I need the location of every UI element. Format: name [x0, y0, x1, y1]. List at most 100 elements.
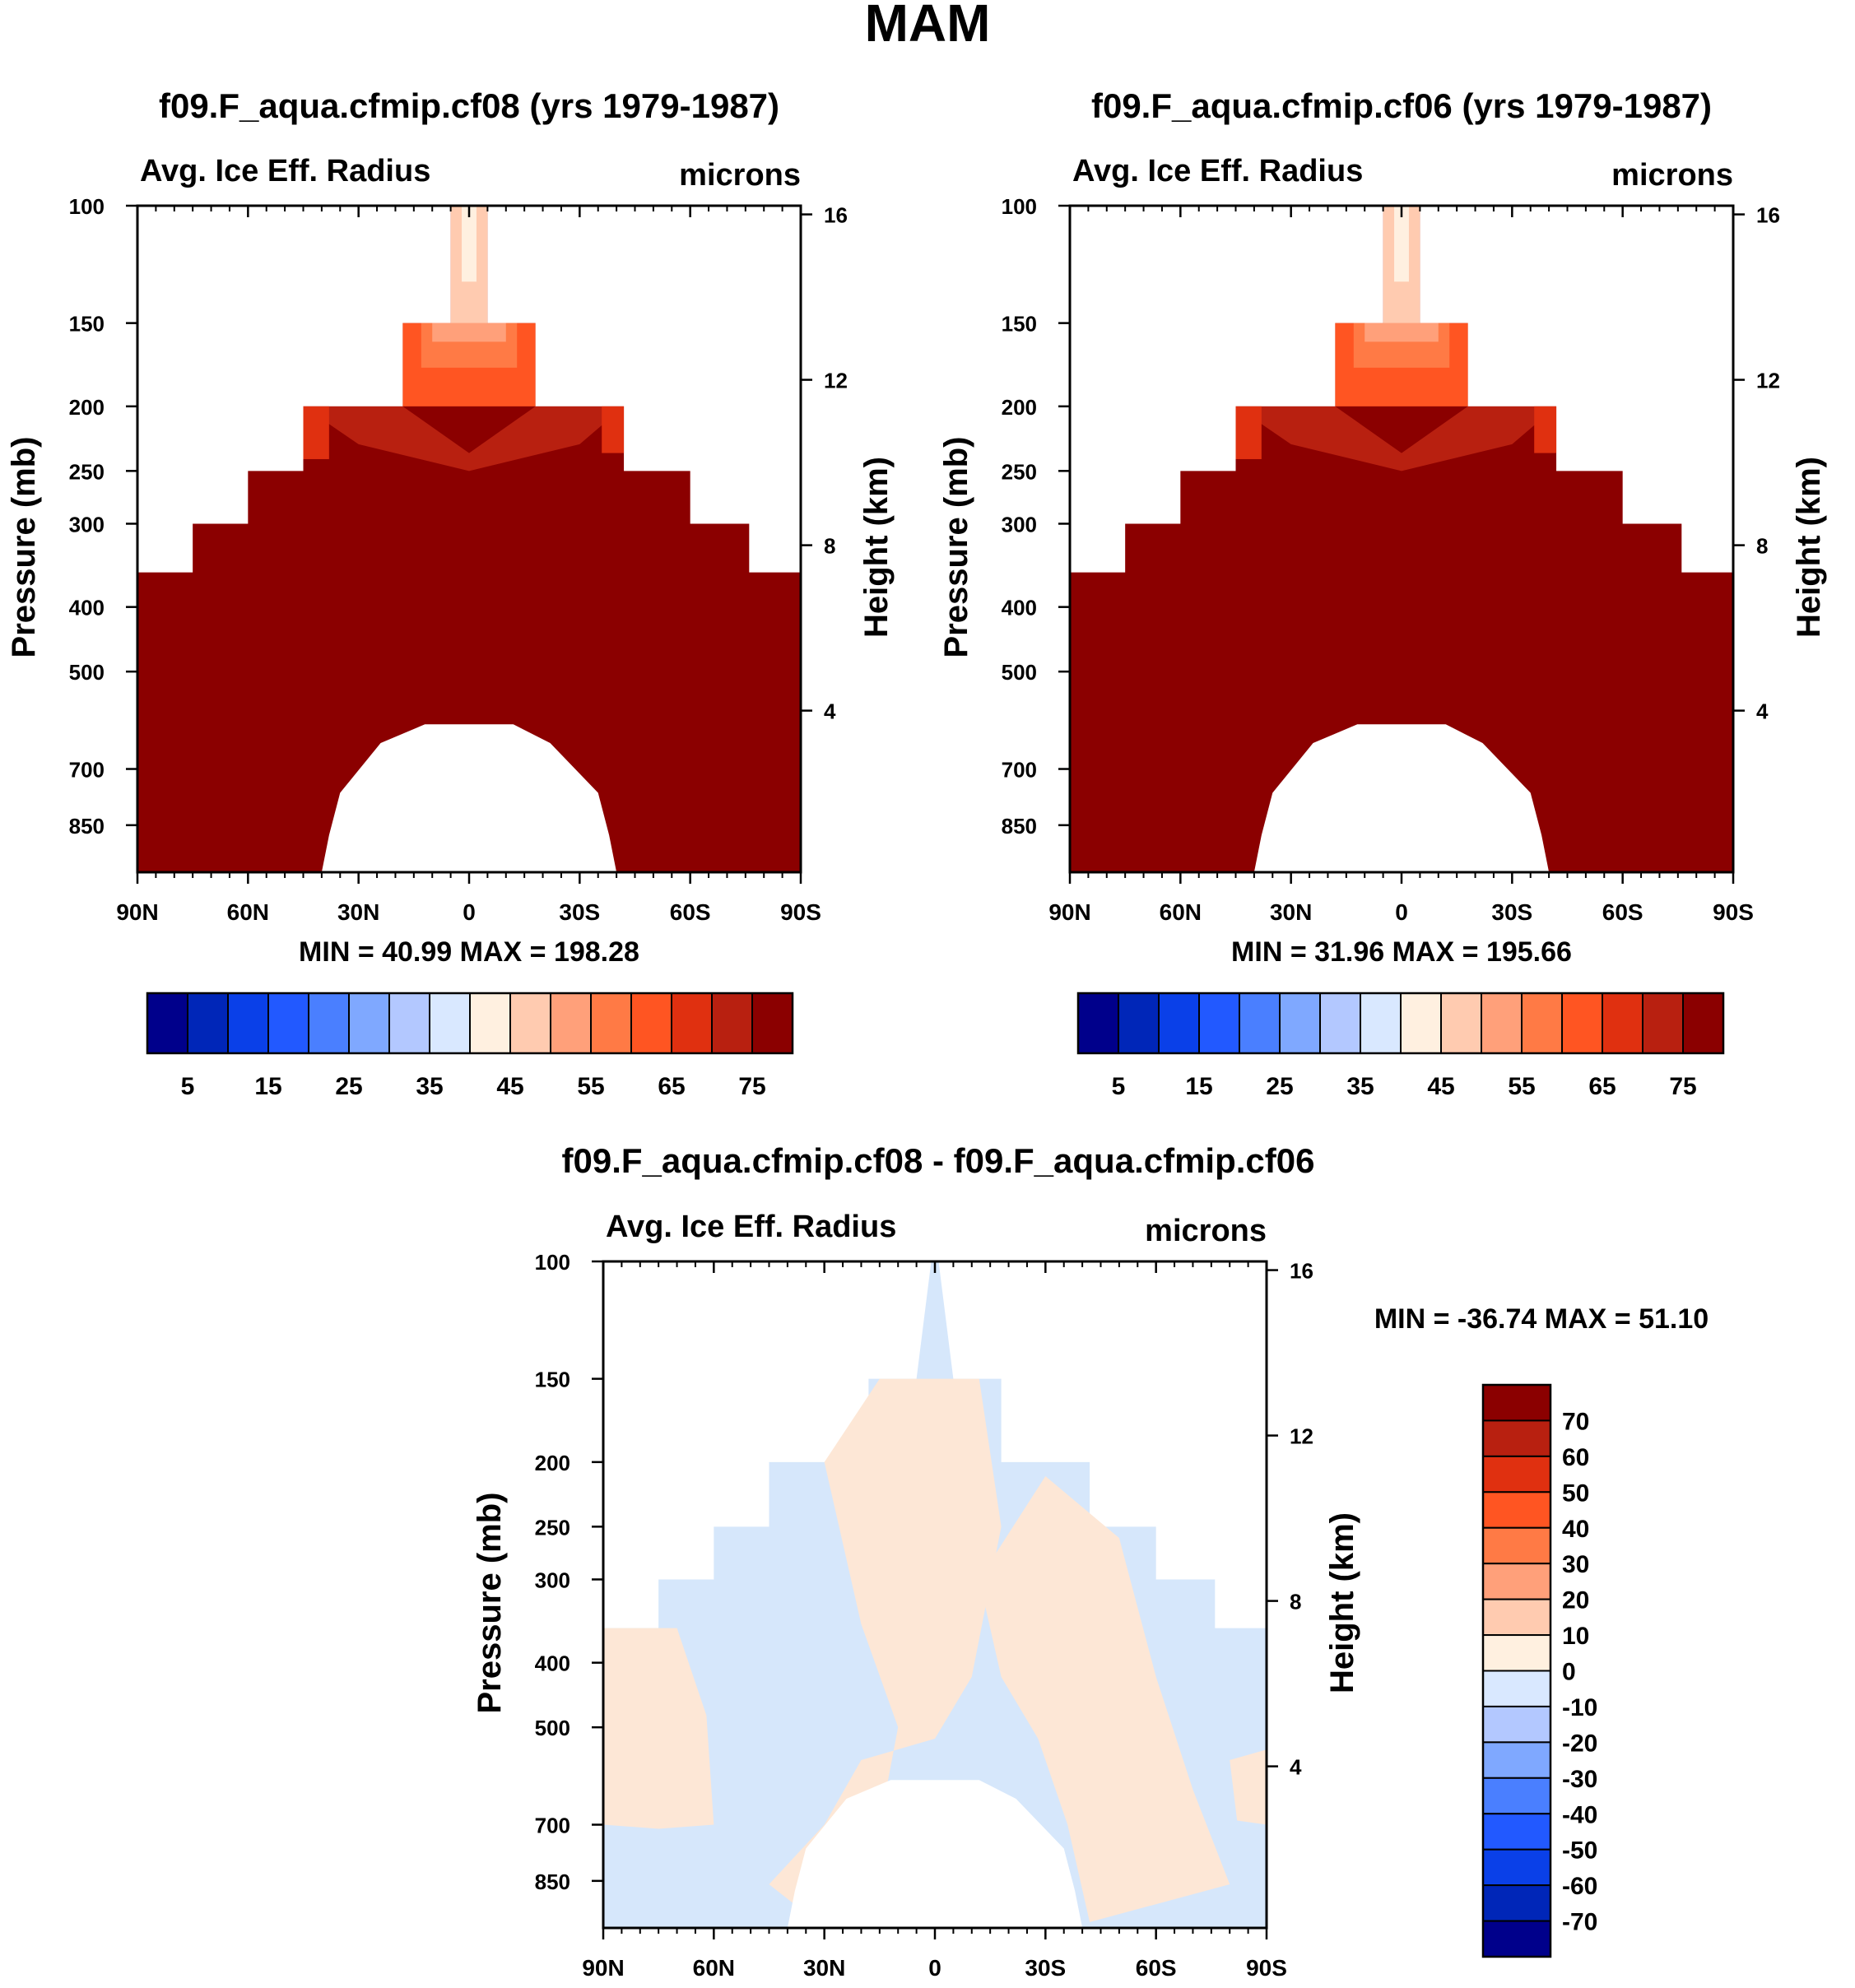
colorbar-tick-label: -60 [1562, 1873, 1597, 1900]
colorbar-tick-label: 55 [577, 1073, 604, 1100]
stats-text: MIN = 40.99 MAX = 198.28 [299, 936, 639, 968]
y-tick-label: 500 [1002, 660, 1037, 685]
colorbar-cell [1482, 1384, 1551, 1422]
x-tick-label: 30S [1025, 1955, 1066, 1981]
field-band [303, 406, 329, 459]
field-positive-region [979, 1475, 1230, 1922]
field-dark-region [137, 206, 801, 872]
y-tick-label: 400 [1002, 596, 1037, 620]
panel-cf06: 90N 60N 30N 0 30S 60S 90S 100 150 200 250 300 400 500… [938, 86, 1827, 1100]
x-tick-label: 90S [1713, 899, 1754, 925]
y2-axis-label: Height (km) [1791, 457, 1827, 638]
colorbar-tick-label: -40 [1562, 1801, 1597, 1828]
field-positive-region [1230, 1749, 1267, 1825]
panel-subtitle-right: microns [1611, 158, 1733, 193]
colorbar-cell [1279, 992, 1321, 1054]
colorbar-cell [1482, 1848, 1551, 1887]
colorbar-tick-label: 30 [1562, 1551, 1589, 1578]
colorbar-cell [1482, 1705, 1551, 1744]
x-tick-label: 0 [1395, 899, 1408, 925]
panel-title: f09.F_aqua.cfmip.cf08 - f09.F_aqua.cfmip… [562, 1141, 1315, 1180]
colorbar-cell [1482, 1884, 1551, 1922]
colorbar-cell [1360, 992, 1402, 1054]
stats-text: MIN = 31.96 MAX = 195.66 [1231, 936, 1572, 968]
y2-tick-label: 8 [1290, 1590, 1301, 1614]
colorbar-cell [348, 992, 390, 1054]
figure-title: MAM [865, 0, 991, 53]
y2-tick-label: 16 [824, 203, 848, 228]
colorbar-cell [1077, 992, 1119, 1054]
colorbar-tick-label: 15 [254, 1073, 281, 1100]
colorbar-cell [1482, 1920, 1551, 1958]
field-band [1365, 323, 1439, 342]
y2-tick-label: 4 [1756, 699, 1769, 724]
x-tick-label: 60N [693, 1955, 735, 1981]
colorbar-cell [1561, 992, 1603, 1054]
field-band [1235, 406, 1262, 459]
colorbar-tick-label: 35 [1346, 1073, 1374, 1100]
colorbar-cell [1482, 1634, 1551, 1672]
x-tick-label: 30S [1491, 899, 1532, 925]
y-tick-label: 300 [535, 1568, 570, 1592]
colorbar-cell [1482, 1455, 1551, 1493]
panel-subtitle-left: Avg. Ice Eff. Radius [606, 1210, 896, 1244]
x-tick-label: 60S [670, 899, 711, 925]
field-band [303, 406, 625, 471]
panel-subtitle-left: Avg. Ice Eff. Radius [1072, 154, 1363, 188]
y-tick-label: 850 [69, 814, 105, 838]
field-surface-gap [321, 724, 617, 872]
y-tick-label: 700 [1002, 758, 1037, 783]
y-tick-label: 150 [69, 312, 105, 337]
colorbar-cell [267, 992, 309, 1054]
y-tick-label: 100 [1002, 194, 1037, 219]
y2-axis-label: Height (km) [1324, 1512, 1360, 1693]
colorbar-cell [1118, 992, 1160, 1054]
y-tick-label: 500 [69, 660, 105, 685]
colorbar-cell [1158, 992, 1200, 1054]
colorbar-cell [469, 992, 511, 1054]
colorbar-cell [1482, 1563, 1551, 1600]
y-axis-label: Pressure (mb) [6, 437, 42, 658]
colorbar-cell [509, 992, 551, 1054]
x-tick-label: 0 [463, 899, 476, 925]
x-tick-label: 90N [582, 1955, 624, 1981]
colorbar-cell [388, 992, 430, 1054]
colorbar-cell [429, 992, 471, 1054]
colorbar-tick-label: 25 [335, 1073, 362, 1100]
colorbar-cell [1482, 1670, 1551, 1707]
colorbar-cell [1521, 992, 1563, 1054]
x-tick-label: 60N [1160, 899, 1202, 925]
y2-tick-label: 12 [824, 369, 848, 393]
y-tick-label: 300 [1002, 512, 1037, 536]
x-tick-label: 30S [559, 899, 600, 925]
colorbar-tick-label: -20 [1562, 1730, 1597, 1757]
colorbar-cell [187, 992, 229, 1054]
colorbar-tick-label: 65 [658, 1073, 685, 1100]
x-tick-label: 90N [116, 899, 158, 925]
panel-subtitle-right: microns [1145, 1214, 1267, 1248]
field-band [432, 323, 506, 342]
x-tick-label: 90N [1048, 899, 1090, 925]
y-tick-label: 400 [535, 1651, 570, 1676]
panel-title: f09.F_aqua.cfmip.cf06 (yrs 1979-1987) [1091, 86, 1712, 125]
colorbar-tick-label: 75 [1669, 1073, 1696, 1100]
y2-tick-label: 12 [1756, 369, 1780, 393]
y2-tick-label: 4 [824, 699, 836, 724]
colorbar-cell [1440, 992, 1482, 1054]
colorbar-cell [1482, 1598, 1551, 1637]
field-positive-region [769, 1378, 1002, 1922]
x-tick-label: 30N [1270, 899, 1312, 925]
colorbar-frame [1076, 992, 1725, 1055]
y-tick-label: 200 [535, 1451, 570, 1475]
colorbar-cell [1482, 1813, 1551, 1851]
y2-tick-label: 8 [824, 534, 835, 559]
field-band [602, 406, 625, 453]
field-spike [1394, 206, 1409, 282]
field-surface-gap [787, 1780, 1083, 1928]
colorbar-cell [1482, 1419, 1551, 1457]
y-axis-label: Pressure (mb) [938, 437, 974, 658]
colorbar-cell [671, 992, 713, 1054]
colorbar-tick-label: -30 [1562, 1766, 1597, 1793]
colorbar-frame [146, 992, 794, 1055]
y-tick-label: 250 [1002, 459, 1037, 484]
